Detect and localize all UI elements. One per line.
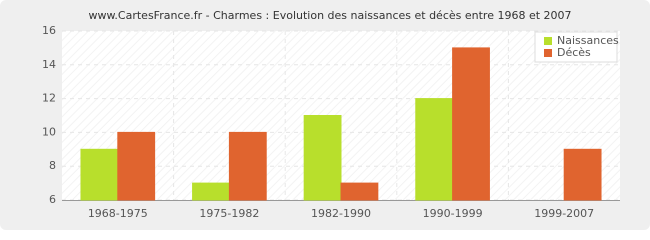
- chart: www.CartesFrance.fr - Charmes : Evolutio…: [0, 0, 650, 230]
- bar: [80, 148, 119, 201]
- y-tick-label: 12: [42, 92, 56, 105]
- y-tick-label: 8: [49, 159, 56, 172]
- bar: [340, 182, 379, 201]
- x-tick-label: 1975-1982: [199, 207, 259, 220]
- bar: [192, 182, 230, 201]
- bar: [415, 98, 454, 201]
- y-tick-label: 6: [49, 193, 56, 206]
- chart-title: www.CartesFrance.fr - Charmes : Evolutio…: [88, 9, 571, 22]
- x-tick-label: 1990-1999: [423, 207, 483, 220]
- legend-label: Décès: [557, 46, 591, 59]
- bar: [228, 131, 267, 201]
- x-tick-label: 1968-1975: [88, 207, 148, 220]
- x-tick-label: 1999-2007: [534, 207, 594, 220]
- bar: [303, 115, 342, 201]
- bar: [117, 131, 156, 201]
- y-tick-label: 14: [42, 58, 56, 71]
- y-tick-label: 16: [42, 24, 56, 37]
- y-tick-label: 10: [42, 125, 56, 138]
- legend-label: Naissances: [557, 34, 619, 47]
- legend-swatch: [544, 37, 552, 45]
- bar: [563, 148, 602, 201]
- legend-swatch: [544, 49, 552, 57]
- x-tick-label: 1982-1990: [311, 207, 371, 220]
- bar: [452, 47, 490, 201]
